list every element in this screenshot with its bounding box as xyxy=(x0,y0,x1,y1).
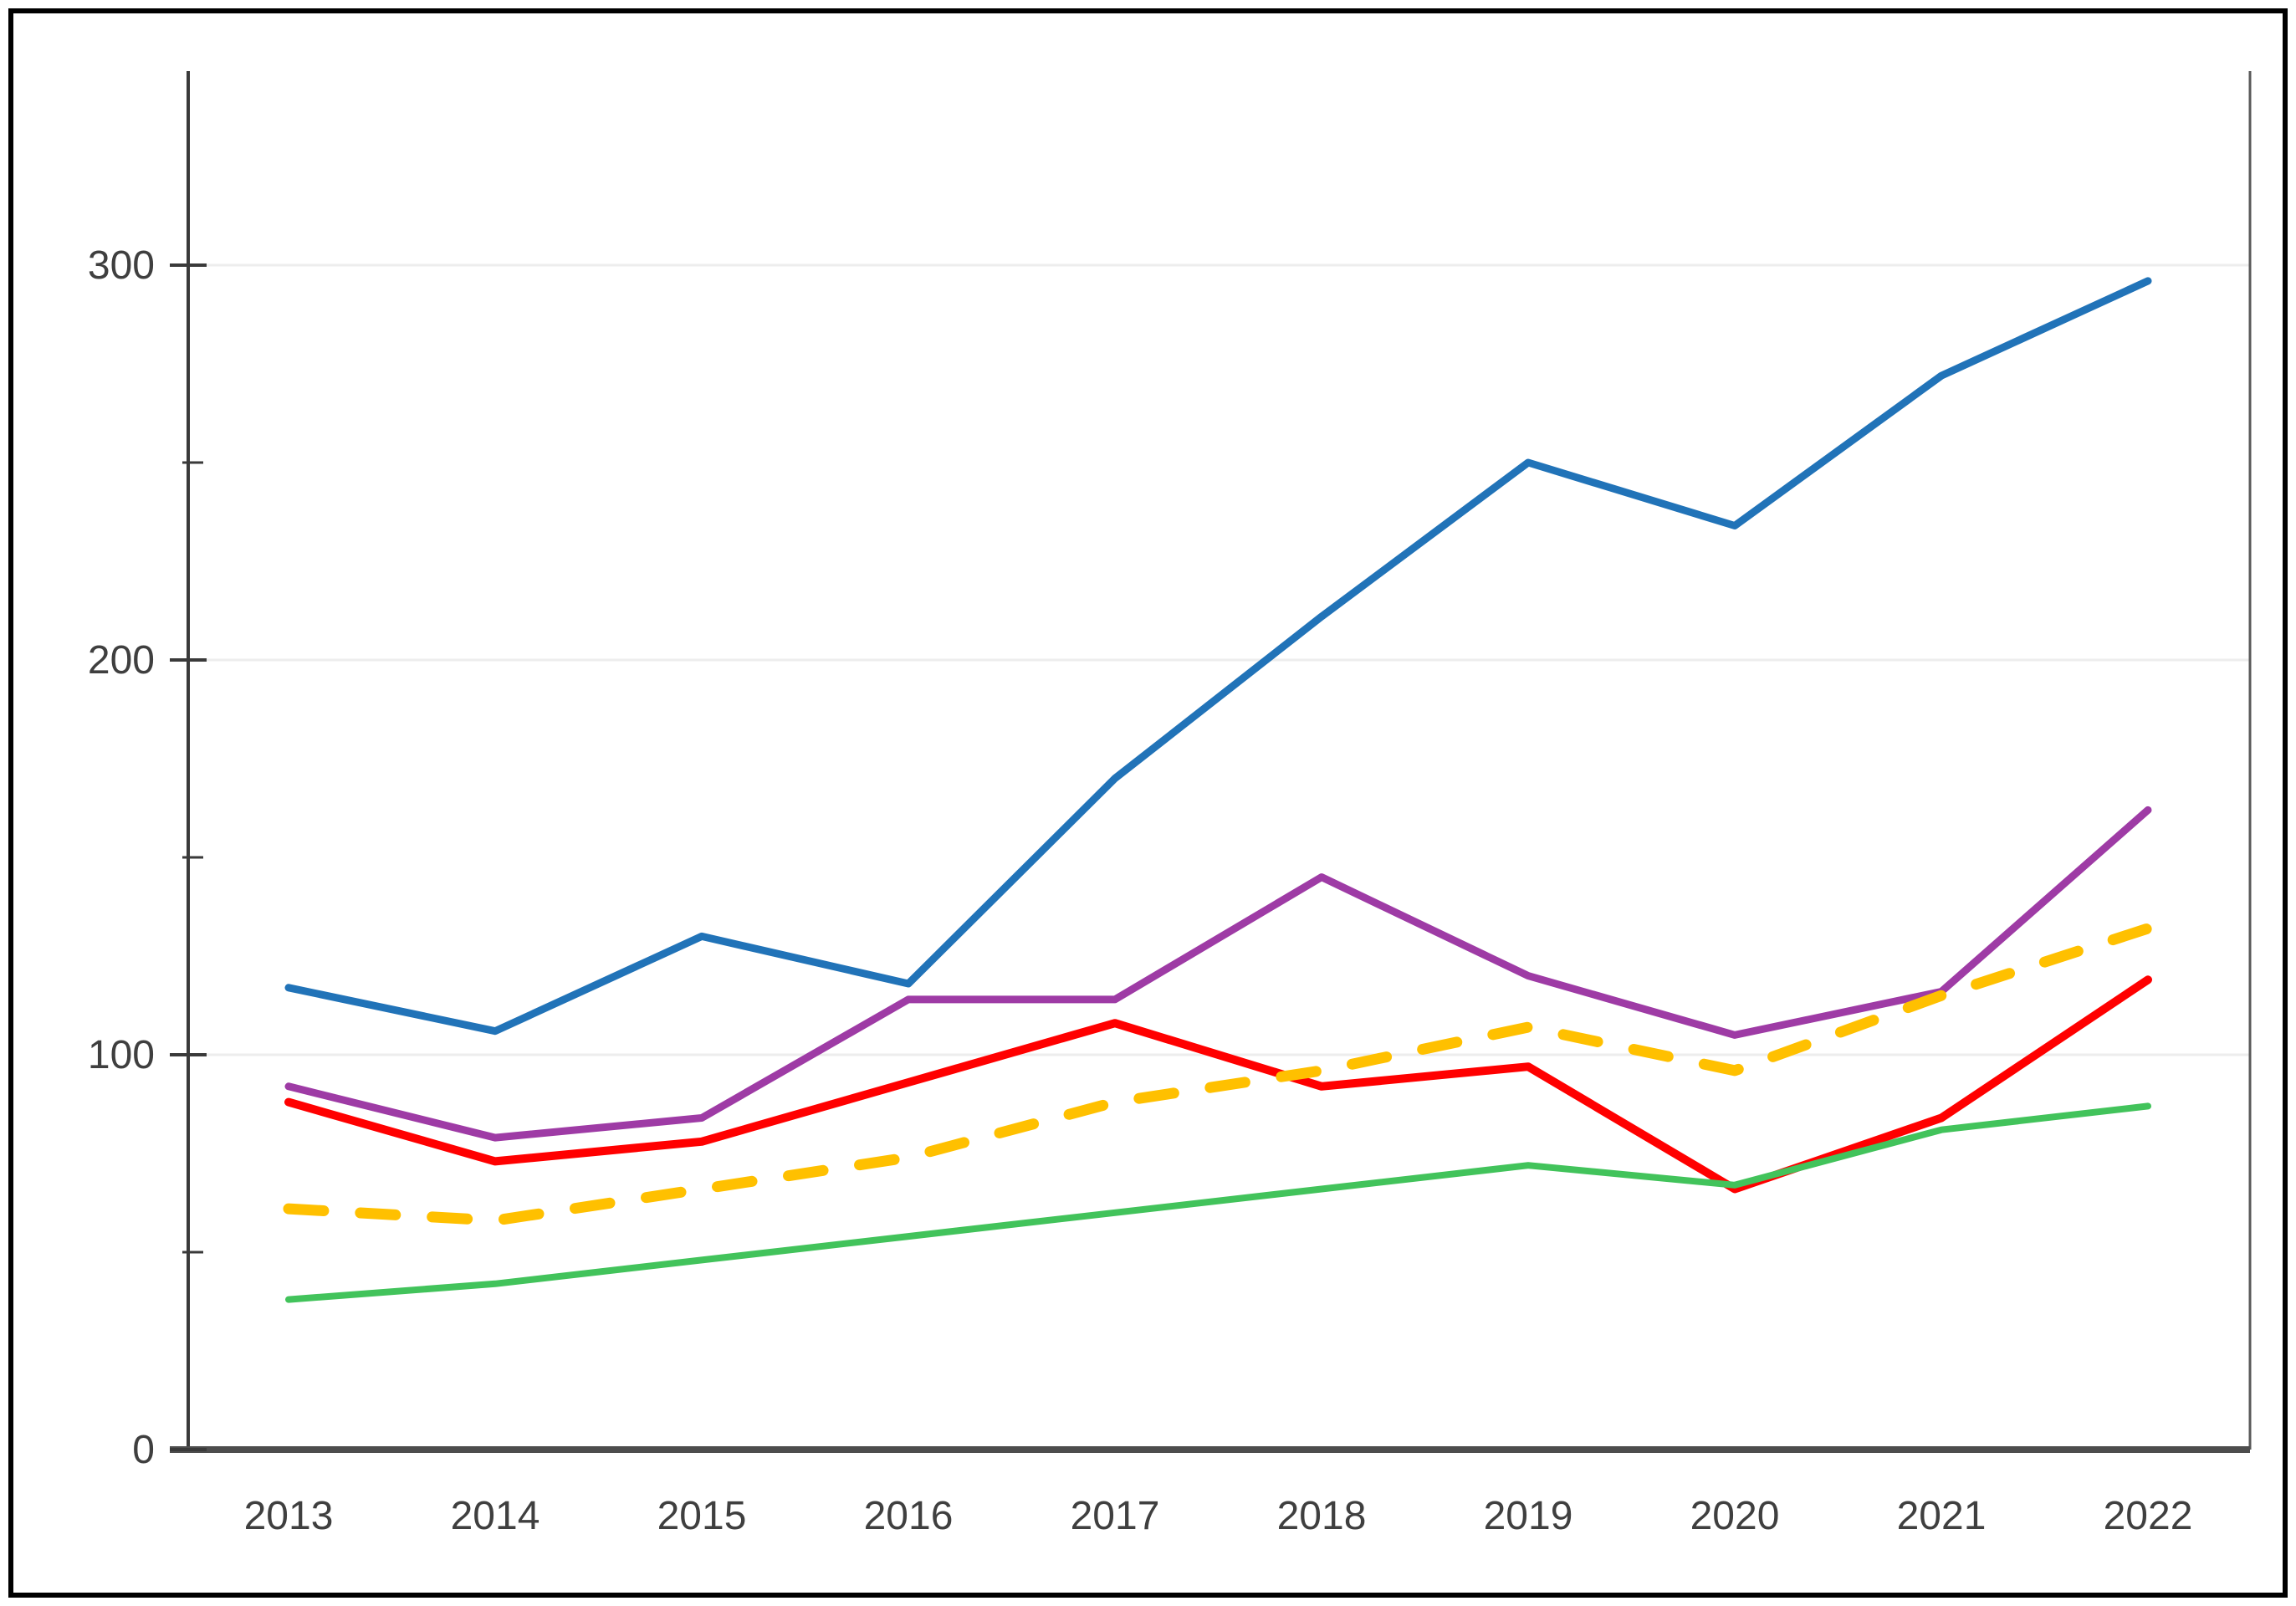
x-tick-label-2018: 2018 xyxy=(1277,1494,1367,1538)
x-tick-label-2021: 2021 xyxy=(1897,1494,1987,1538)
series-orange-dashed-line xyxy=(283,923,2154,1226)
x-tick-label-2022: 2022 xyxy=(2104,1494,2193,1538)
y-tick-label-100: 100 xyxy=(88,1033,155,1077)
x-tick-label-2017: 2017 xyxy=(1071,1494,1160,1538)
x-tick-label-2016: 2016 xyxy=(864,1494,954,1538)
series-blue-line xyxy=(284,277,2152,1036)
y-tick-label-200: 200 xyxy=(88,638,155,683)
series-green-line xyxy=(285,1102,2151,1303)
x-tick-label-2020: 2020 xyxy=(1690,1494,1780,1538)
y-tick-label-0: 0 xyxy=(132,1428,155,1472)
x-tick-label-2013: 2013 xyxy=(244,1494,334,1538)
figure-border-frame xyxy=(8,8,2288,1598)
y-tick-label-300: 300 xyxy=(88,243,155,288)
x-tick-label-2015: 2015 xyxy=(657,1494,747,1538)
series-red-line xyxy=(284,975,2152,1194)
x-tick-label-2019: 2019 xyxy=(1484,1494,1573,1538)
series-purple-line xyxy=(284,806,2152,1142)
x-tick-label-2014: 2014 xyxy=(451,1494,540,1538)
